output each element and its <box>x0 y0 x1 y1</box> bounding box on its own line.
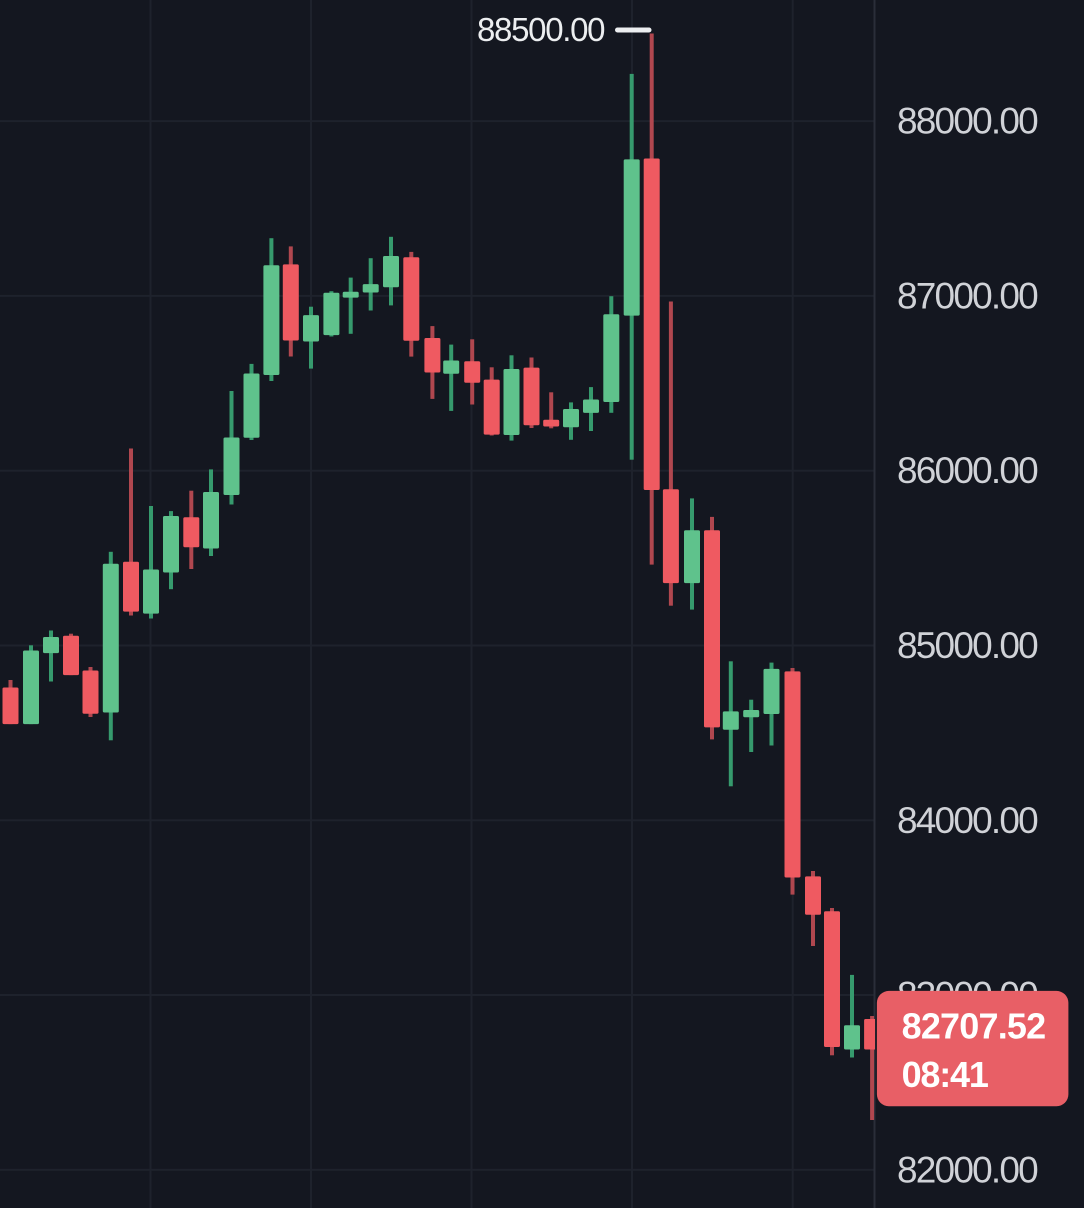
svg-text:82000.00: 82000.00 <box>897 1149 1038 1190</box>
svg-text:08:41: 08:41 <box>902 1054 989 1095</box>
svg-text:85000.00: 85000.00 <box>897 625 1038 666</box>
svg-text:82707.52: 82707.52 <box>902 1005 1046 1046</box>
svg-text:86000.00: 86000.00 <box>897 450 1038 491</box>
svg-text:84000.00: 84000.00 <box>897 800 1038 841</box>
svg-text:88000.00: 88000.00 <box>897 101 1038 142</box>
svg-text:87000.00: 87000.00 <box>897 275 1038 316</box>
svg-text:88500.00: 88500.00 <box>477 11 605 48</box>
